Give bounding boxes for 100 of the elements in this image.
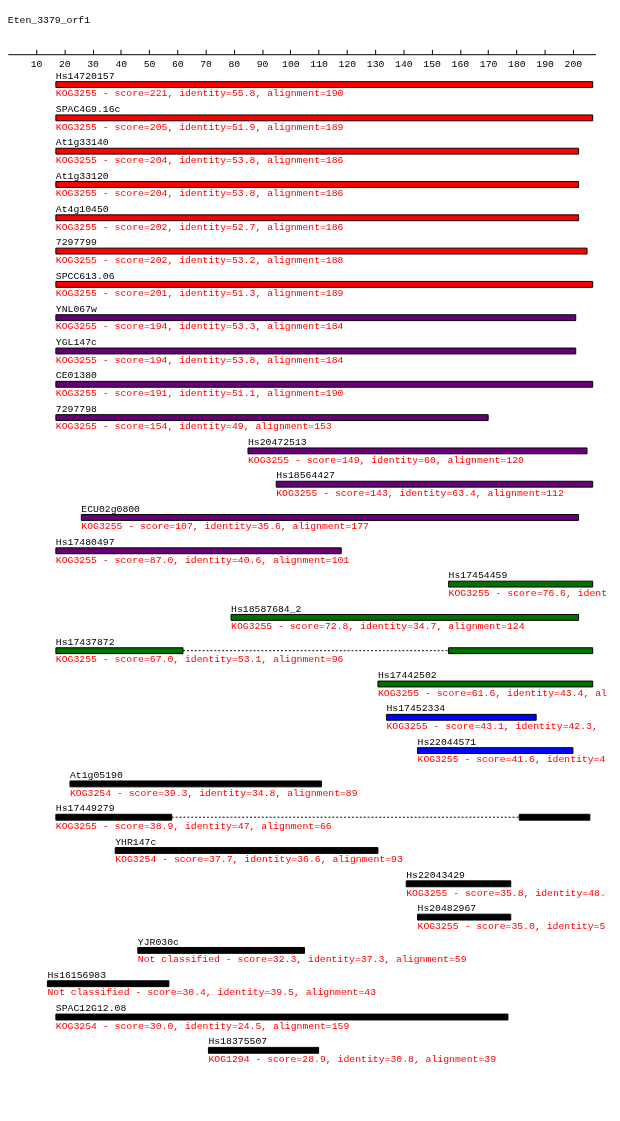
annotation: KOG3255 - score=41.6, identity=4 — [417, 754, 606, 766]
bar — [55, 314, 577, 322]
bar — [55, 347, 577, 355]
annotation: KOG3255 - score=194, identity=53.3, alignment=184 — [55, 321, 344, 333]
y-tick-label: Hs22044571 — [417, 736, 477, 748]
y-tick-label: Hs17480497 — [55, 536, 115, 548]
annotation: KOG3255 - score=221, identity=55.8, alignment=190 — [55, 88, 344, 100]
x-tick-label: 110 — [310, 59, 329, 71]
y-tick-label: 7297798 — [55, 403, 98, 415]
y-tick-label: ECU02g0800 — [81, 503, 141, 515]
annotation: KOG3255 - score=107, identity=35.6, alignment=177 — [81, 521, 370, 533]
x-tick-label: 30 — [87, 59, 100, 71]
annotation: KOG3255 - score=35.0, identity=5 — [417, 920, 606, 932]
y-tick-label: Hs17442502 — [377, 670, 437, 682]
bar — [55, 414, 489, 422]
y-tick-label: At1g33140 — [55, 137, 109, 149]
y-tick-label: 7297799 — [55, 237, 98, 249]
x-tick-label: 160 — [451, 59, 470, 71]
bar — [55, 181, 580, 188]
bar — [46, 980, 170, 988]
annotation: KOG3255 - score=67.0, identity=53.1, alignment=96 — [55, 654, 344, 666]
y-tick-label: Hs20472513 — [247, 437, 307, 449]
annotation: Not classified - score=30.4, identity=39.5, alignment=43 — [47, 987, 377, 999]
y-tick-label: SPAC4G9.16c — [55, 104, 121, 115]
x-tick-label: 10 — [30, 59, 43, 71]
bar — [207, 1046, 320, 1054]
x-tick-label: 200 — [564, 59, 583, 71]
annotation: KOG3255 - score=76.6, ident — [448, 587, 608, 599]
y-tick-label: SPAC12G12.08 — [55, 1003, 127, 1015]
x-tick-label: 100 — [282, 59, 300, 71]
annotation: KOG3255 - score=202, identity=52.7, alignment=186 — [55, 221, 344, 233]
chart-title: Eten_3379_orf1 — [7, 15, 91, 27]
x-tick-label: 80 — [228, 59, 241, 71]
annotation: Not classified - score=32.3, identity=37.3, alignment=59 — [137, 954, 467, 966]
bar — [55, 380, 594, 388]
bar — [247, 447, 588, 455]
bar — [69, 780, 322, 788]
y-tick-label: Hs14720157 — [55, 70, 115, 82]
y-tick-label: SPCC613.06 — [55, 270, 115, 282]
y-tick-label: YGL147c — [55, 337, 98, 349]
y-tick-label: Hs20482967 — [417, 903, 477, 915]
x-tick-label: 150 — [423, 59, 442, 71]
bar — [417, 747, 574, 755]
annotation: KOG3254 - score=37.7, identity=36.6, alignment=93 — [115, 854, 403, 866]
x-tick-label: 40 — [115, 59, 128, 71]
annotation: KOG3255 - score=87.0, identity=40.6, alignment=101 — [55, 554, 350, 566]
y-tick-label: Hs17449279 — [55, 803, 115, 815]
y-tick-label: Hs17437872 — [55, 636, 115, 648]
annotation: KOG3255 - score=202, identity=53.2, alignment=188 — [55, 254, 344, 266]
bar — [114, 847, 379, 854]
y-tick-label: CE01380 — [55, 370, 98, 382]
y-tick-label: YNL067w — [55, 303, 98, 315]
x-tick-label: 90 — [256, 59, 269, 71]
x-tick-label: 50 — [143, 59, 156, 71]
annotation: KOG3254 - score=30.0, identity=24.5, alignment=159 — [55, 1020, 350, 1032]
annotation: KOG3255 - score=72.8, identity=34.7, alignment=124 — [231, 621, 525, 633]
bar — [55, 547, 342, 555]
x-tick-label: 180 — [508, 59, 526, 71]
annotation: KOG3255 - score=204, identity=53.8, alignment=186 — [55, 188, 344, 200]
bar — [55, 247, 588, 255]
bar — [55, 81, 594, 88]
y-tick-label: Hs18375507 — [208, 1036, 268, 1048]
y-tick-label: At1g33120 — [55, 170, 109, 182]
y-tick-label: Hs16156983 — [47, 969, 107, 981]
bar — [417, 913, 512, 921]
annotation: KOG3255 - score=61.6, identity=43.4, al — [377, 687, 608, 699]
y-tick-label: At4g10450 — [55, 203, 109, 215]
x-tick-label: 190 — [536, 59, 555, 71]
annotation: KOG3255 - score=201, identity=51.3, alignment=189 — [55, 288, 344, 300]
annotation: KOG3255 - score=194, identity=53.8, alignment=184 — [55, 354, 344, 366]
bar — [80, 514, 580, 521]
annotation: KOG3255 - score=205, identity=51.9, alignment=189 — [55, 121, 344, 133]
y-tick-label: Hs17452334 — [386, 703, 446, 715]
annotation: KOG3255 - score=143, identity=63.4, alignment=112 — [276, 487, 564, 499]
bar — [405, 880, 512, 888]
annotation: KOG3255 - score=149, identity=60, alignment=120 — [247, 454, 524, 466]
y-tick-label: YHR147c — [115, 836, 157, 848]
y-tick-label: Hs22043429 — [406, 869, 466, 881]
y-tick-label: Hs17454459 — [448, 570, 508, 582]
y-tick-label: YJR030c — [137, 936, 180, 948]
bar — [137, 946, 305, 954]
annotation: KOG1294 - score=28.9, identity=30.8, alignment=39 — [208, 1054, 497, 1066]
bar — [55, 280, 594, 288]
annotation: KOG3255 - score=154, identity=49, alignment=153 — [55, 421, 332, 433]
x-tick-label: 140 — [395, 59, 413, 71]
bar — [385, 713, 537, 721]
x-tick-label: 20 — [58, 59, 71, 71]
bar — [55, 114, 594, 122]
annotation: KOG3254 - score=39.3, identity=34.8, alignment=89 — [69, 787, 358, 799]
x-tick-label: 170 — [479, 59, 498, 71]
x-tick-label: 120 — [338, 59, 357, 71]
annotation: KOG3255 - score=38.9, identity=47, alignment=66 — [55, 820, 332, 832]
bar — [55, 1013, 509, 1021]
y-tick-label: Hs18564427 — [276, 470, 336, 482]
bar — [275, 480, 594, 488]
bar — [55, 147, 580, 155]
annotation: KOG3255 - score=43.1, identity=42.3, — [386, 721, 598, 733]
annotation: KOG3255 - score=35.8, identity=48. — [406, 887, 606, 899]
y-tick-label: At1g05190 — [69, 770, 123, 782]
bar — [55, 214, 580, 222]
